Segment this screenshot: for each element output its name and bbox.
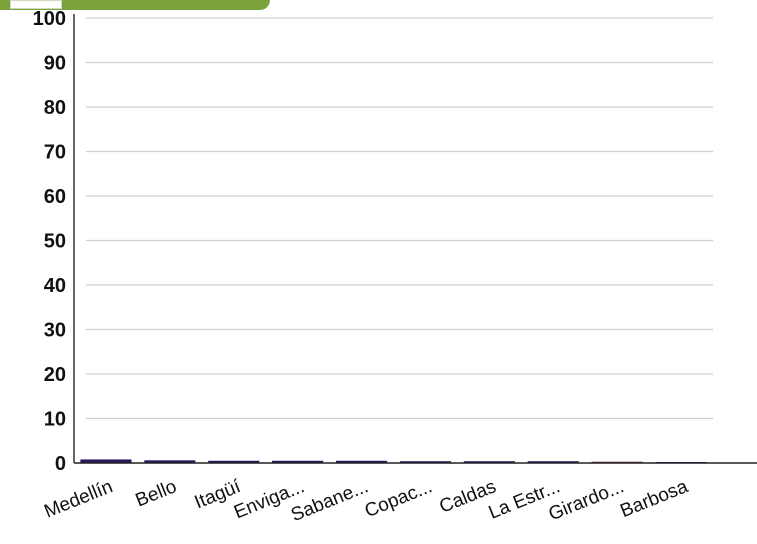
y-tick-label: 0 — [55, 453, 66, 475]
y-tick-label: 50 — [44, 231, 66, 253]
bar[interactable] — [527, 461, 579, 463]
y-tick-label: 100 — [33, 8, 66, 30]
x-tick-label: Barbosa — [617, 476, 691, 522]
x-tick-label: Medellín — [41, 476, 115, 522]
toolbar-tab[interactable] — [0, 0, 270, 10]
y-tick-label: 10 — [44, 409, 66, 431]
y-tick-label: 80 — [44, 97, 66, 119]
x-tick-label: Copac... — [362, 476, 435, 522]
y-tick-label: 60 — [44, 186, 66, 208]
y-tick-label: 30 — [44, 320, 66, 342]
x-tick-label: Bello — [133, 476, 180, 511]
y-tick-label: 20 — [44, 364, 66, 386]
toolbar-button[interactable] — [10, 0, 62, 9]
bar[interactable] — [399, 461, 452, 463]
x-axis-labels: Medellín Bello ItagüíEnviga...Sabane...Cop… — [41, 476, 691, 526]
bar[interactable] — [144, 460, 196, 463]
bar[interactable] — [208, 460, 260, 463]
y-axis-ticks: 0 10 20 30 40 50 60 70 80 90 100 — [33, 8, 66, 475]
y-tick-label: 70 — [44, 142, 66, 164]
y-tick-label: 90 — [44, 53, 66, 75]
bar[interactable] — [335, 460, 388, 463]
y-tick-label: 40 — [44, 275, 66, 297]
grid-lines — [86, 17, 713, 420]
bar[interactable] — [80, 459, 132, 463]
bar[interactable] — [272, 460, 324, 463]
bar[interactable] — [463, 461, 515, 463]
axes — [73, 14, 757, 464]
